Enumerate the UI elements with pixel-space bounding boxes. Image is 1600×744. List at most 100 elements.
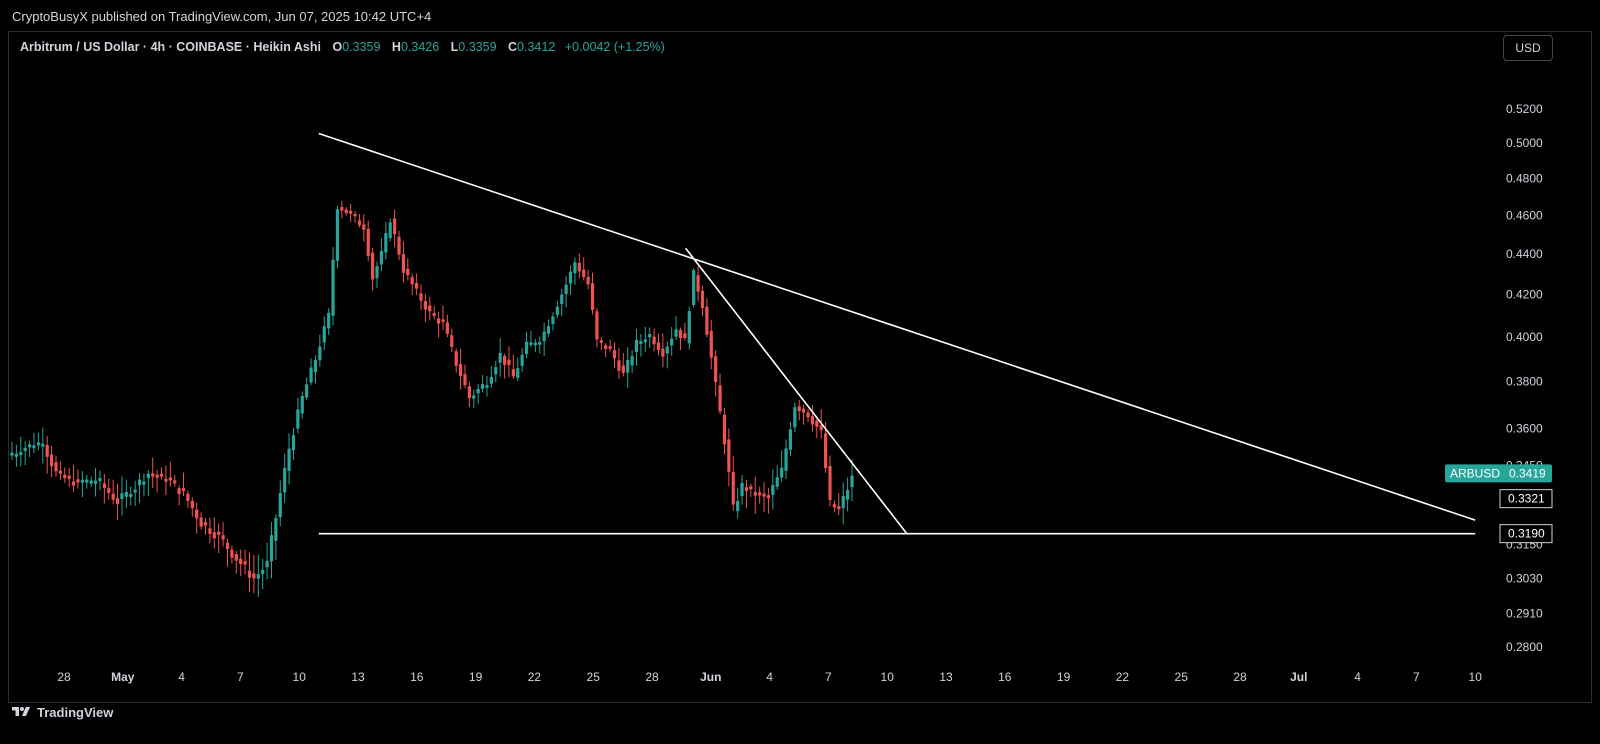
tradingview-footer[interactable]: TradingView — [10, 702, 113, 722]
candle-body — [27, 444, 32, 448]
candle-body — [115, 498, 120, 504]
high-value: 0.3426 — [400, 40, 440, 54]
candles-layer — [10, 200, 854, 597]
candle-body — [111, 493, 115, 500]
tradingview-logo-icon — [12, 707, 30, 716]
candle-body — [76, 479, 80, 483]
low-label: L — [450, 40, 459, 54]
candle-body — [98, 477, 102, 482]
candle-body — [766, 495, 771, 499]
candle-body — [208, 528, 212, 534]
candle-body — [454, 351, 458, 366]
currency-button[interactable]: USD — [1503, 35, 1553, 61]
candle-body — [357, 220, 362, 226]
price-badge-bg — [1445, 464, 1552, 483]
candle-body — [129, 493, 133, 498]
low-value: 0.3359 — [458, 40, 497, 54]
candle-body — [621, 365, 625, 373]
candle-body — [19, 452, 23, 456]
candle-body — [313, 359, 318, 373]
candle-body — [217, 531, 221, 535]
candle-body — [212, 532, 216, 539]
candle-body — [49, 454, 54, 467]
time-tick-label: 28 — [57, 670, 71, 684]
candle-body — [599, 340, 603, 343]
candle-body — [450, 335, 454, 347]
time-tick-label: 13 — [939, 670, 953, 684]
publish-header: CryptoBusyX published on TradingView.com… — [0, 0, 1600, 34]
time-tick-label: 22 — [1116, 670, 1130, 684]
candle-body — [309, 367, 313, 383]
candle-body — [709, 330, 713, 358]
price-tick-label: 0.4200 — [1506, 288, 1543, 302]
candle-body — [507, 359, 511, 365]
candle-body — [441, 319, 445, 322]
candle-body — [590, 283, 595, 310]
publish-text: CryptoBusyX published on TradingView.com… — [12, 9, 432, 24]
candle-body — [832, 504, 837, 508]
candle-body — [586, 276, 590, 285]
price-badge-value: 0.3190 — [1508, 527, 1545, 541]
close-label: C — [508, 40, 518, 54]
candle-body — [41, 443, 45, 447]
high-label: H — [391, 40, 401, 54]
price-tick-label: 0.4600 — [1506, 208, 1543, 222]
candle-body — [107, 488, 111, 493]
candle-body — [252, 573, 256, 579]
time-tick-label: 10 — [881, 670, 895, 684]
time-tick-label: 25 — [1175, 670, 1189, 684]
candle-body — [155, 474, 159, 478]
time-tick-label: 28 — [645, 670, 659, 684]
price-badges: ARBUSD 0.3419 0.3321 0.3190 — [1445, 464, 1553, 544]
candle-body — [612, 350, 617, 359]
candle-body — [573, 262, 577, 274]
candle-body — [758, 492, 762, 496]
candle-body — [502, 356, 507, 365]
candle-body — [775, 477, 779, 487]
candle-body — [331, 259, 335, 316]
candle-body — [32, 445, 36, 449]
time-tick-label: 19 — [1057, 670, 1071, 684]
candle-body — [538, 342, 542, 345]
time-tick-label: 22 — [528, 670, 542, 684]
open-label: O — [332, 40, 343, 54]
candle-body — [234, 554, 238, 561]
time-tick-label: 10 — [1469, 670, 1483, 684]
trendlines-layer — [318, 132, 1476, 535]
candle-body — [10, 452, 14, 456]
candle-body — [67, 475, 71, 479]
change-value: +0.0042 (+1.25%) — [564, 40, 665, 54]
candle-body — [705, 306, 709, 335]
price-tick-label: 0.4800 — [1506, 171, 1543, 185]
candle-body — [630, 356, 634, 366]
candle-body — [784, 448, 788, 471]
candle-body — [283, 468, 287, 493]
candle-body — [524, 341, 529, 355]
candle-body — [718, 385, 722, 412]
candle-body — [168, 477, 172, 481]
candle-body — [740, 482, 744, 497]
candle-body — [36, 442, 40, 446]
candle-body — [239, 558, 243, 565]
price-tick-label: 0.4400 — [1506, 247, 1543, 261]
candle-body — [472, 395, 476, 399]
candle-body — [410, 277, 414, 285]
candle-body — [771, 485, 775, 496]
candle-body — [340, 207, 344, 211]
candle-body — [353, 213, 357, 217]
candle-body — [687, 311, 691, 344]
candle-body — [762, 493, 766, 497]
candle-body — [494, 367, 498, 375]
candle-body — [142, 481, 146, 485]
price-tick-label: 0.4000 — [1506, 330, 1543, 344]
candle-body — [120, 493, 124, 500]
chart-panel[interactable] — [8, 31, 1592, 703]
candle-body — [278, 493, 282, 518]
candle-body — [564, 284, 568, 295]
candle-body — [261, 569, 265, 575]
candle-body — [362, 224, 366, 230]
candle-body — [648, 334, 652, 338]
candle-body — [780, 467, 784, 478]
candle-body — [58, 470, 62, 474]
